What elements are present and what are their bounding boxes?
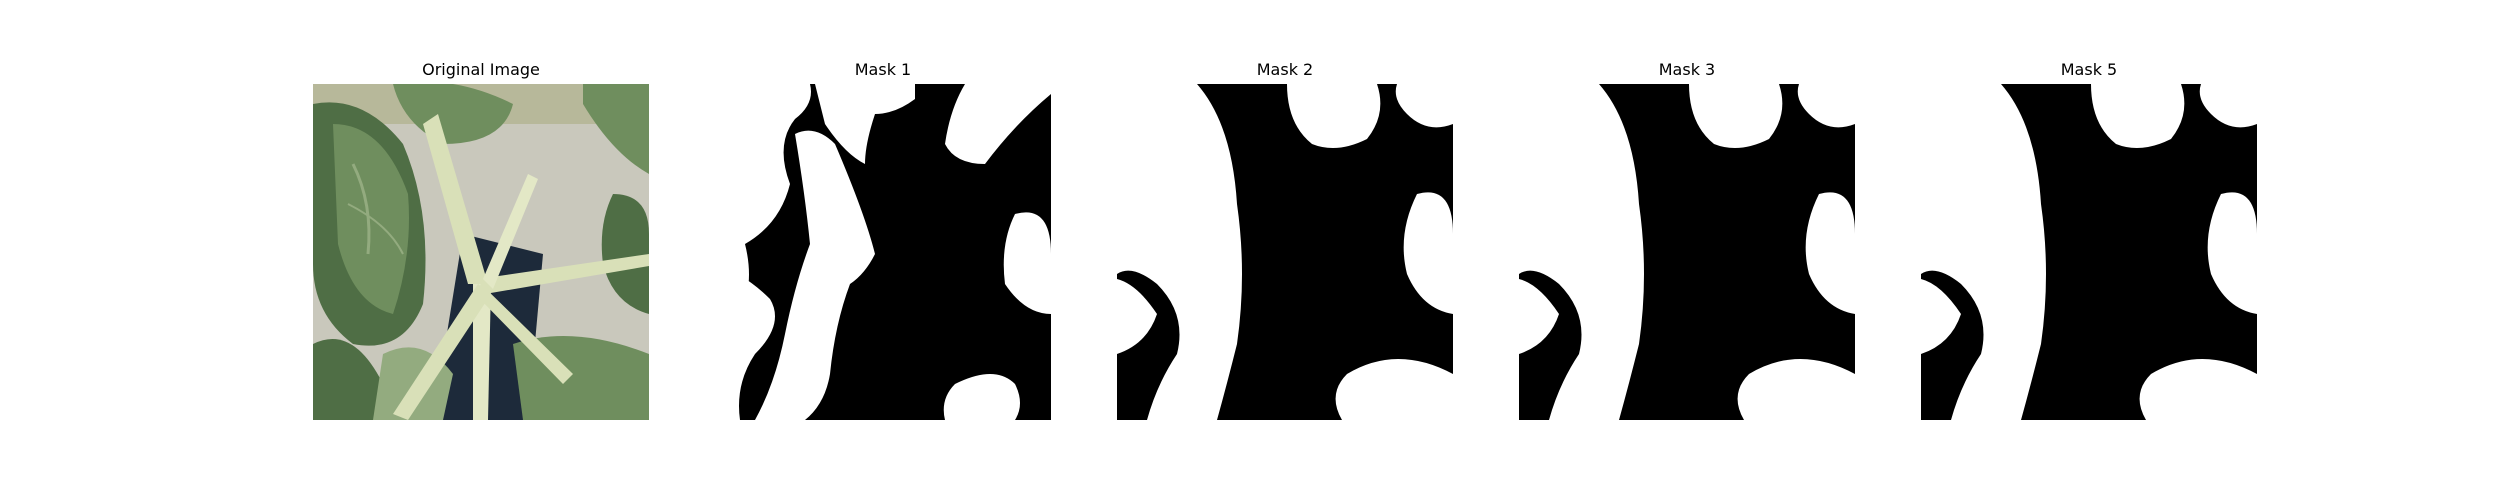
mask-image: [1519, 84, 1855, 420]
original-image: [313, 84, 649, 420]
panel-title: Mask 3: [1658, 60, 1716, 79]
mask-image: [1921, 84, 2257, 420]
mask-image: [715, 84, 1051, 420]
panel-title: Mask 2: [1256, 60, 1314, 79]
panel-title: Mask 1: [854, 60, 912, 79]
panel-title: Original Image: [422, 60, 540, 79]
panel-title: Mask 5: [2060, 60, 2118, 79]
mask-image: [1117, 84, 1453, 420]
